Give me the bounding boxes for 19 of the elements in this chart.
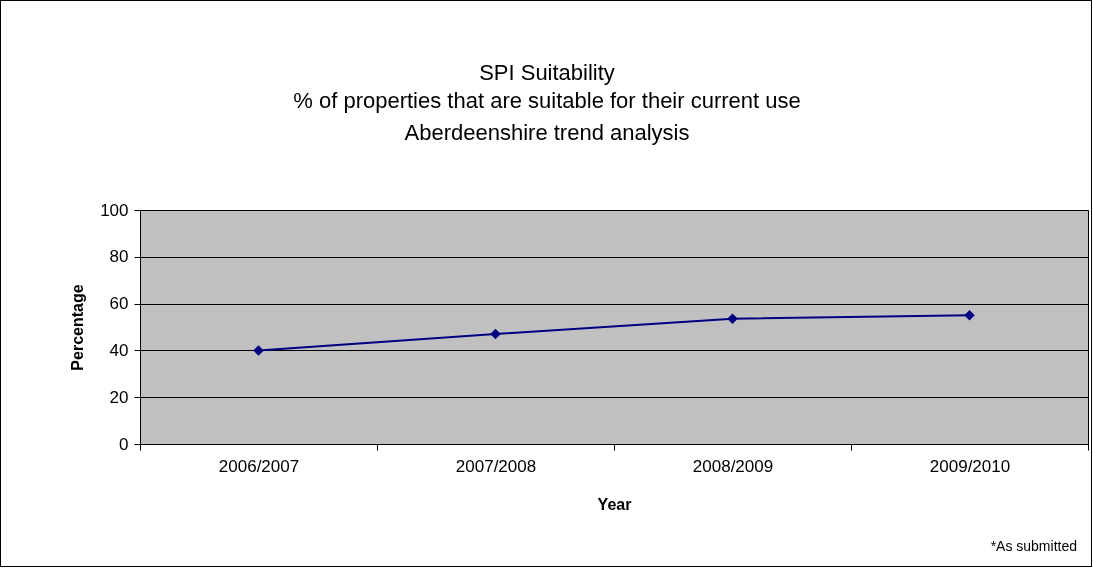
chart-subtitle: % of properties that are suitable for their current use Aberdeenshire trend analysis [293,88,801,145]
x-axis-title: Year [597,495,632,513]
chart-title: SPI Suitability [479,60,615,85]
point [964,310,975,321]
y-tick-label: 100 [100,200,129,220]
y-tick-label: 60 [109,294,129,314]
y-tick-label: 40 [109,340,129,360]
x-tick-label: 2006/2007 [218,456,300,476]
y-tick-label: 0 [119,434,129,454]
point [727,313,738,325]
x-tick-label: 2008/2009 [692,456,774,476]
point [490,328,501,340]
point [253,345,264,356]
x-tick-label: 2009/2010 [929,456,1011,476]
x-tick-label: 2007/2008 [455,456,537,476]
text: *As submitted [990,538,1077,554]
y-axis-title: Percentage [69,284,87,371]
y-tick-label: 80 [109,247,129,267]
y-tick-label: 20 [109,387,129,407]
